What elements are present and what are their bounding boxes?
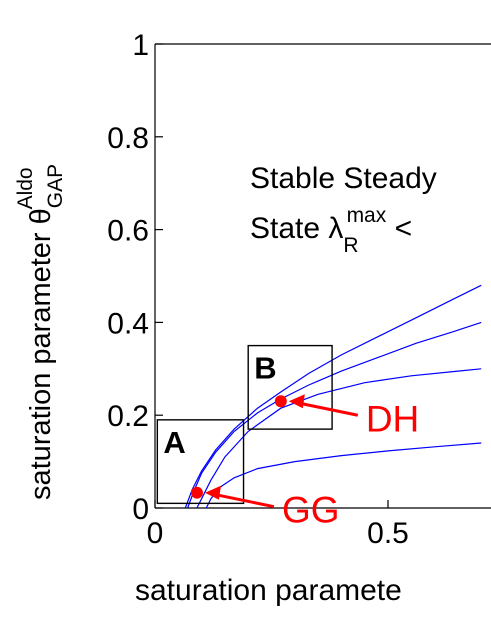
annotation-lambda-sub: R [343,234,358,257]
y-tick-label: 0.6 [107,215,149,248]
x-axis-label: saturation paramete [135,574,402,607]
point-arrow-shaft [210,492,275,509]
y-tick-label: 0.4 [107,307,149,340]
x-tick-label: 0 [147,517,164,550]
annotation-lambda-sup: max [347,204,387,227]
x-tick-label: 0.5 [367,517,409,550]
y-axis-label: saturation parameter θGAP Aldo [14,165,67,500]
region-box-label: B [254,351,276,386]
x-ticks: 0 0.5 [147,500,409,550]
highlight-point [190,486,203,499]
point-label: GG [282,490,340,531]
y-tick-label: 0 [132,493,149,526]
y-axis-label-sup: Aldo [14,167,37,209]
plot-axes [154,43,491,509]
annotation-line-2: State λRmax < [250,204,412,257]
highlight-point [274,395,287,408]
point-arrow-head [204,485,221,500]
y-ticks: 0 0.2 0.4 0.6 0.8 1 [107,29,163,526]
point-arrow-head [288,394,305,409]
series-line [184,284,482,509]
y-tick-label: 0.8 [107,122,149,155]
point-arrow-shaft [294,400,359,417]
curves-group [184,284,482,509]
y-tick-label: 0.2 [107,400,149,433]
points-group: GG DH [190,394,419,531]
point-label: DH [366,398,419,439]
region-box-label: A [163,425,185,460]
annotation-line-1: Stable Steady [250,162,437,195]
y-axis-label-main: saturation parameter θ [25,208,57,500]
boxes-group: AB [156,344,333,505]
annotation-line-2-suffix: < [386,212,412,245]
y-axis-label-sub: GAP [44,165,67,208]
annotation-line-2-prefix: State λ [250,212,343,245]
y-tick-label: 1 [132,29,149,62]
series-line [196,368,482,509]
region-box [247,344,333,430]
series-line [205,442,482,509]
region-box [156,419,245,505]
